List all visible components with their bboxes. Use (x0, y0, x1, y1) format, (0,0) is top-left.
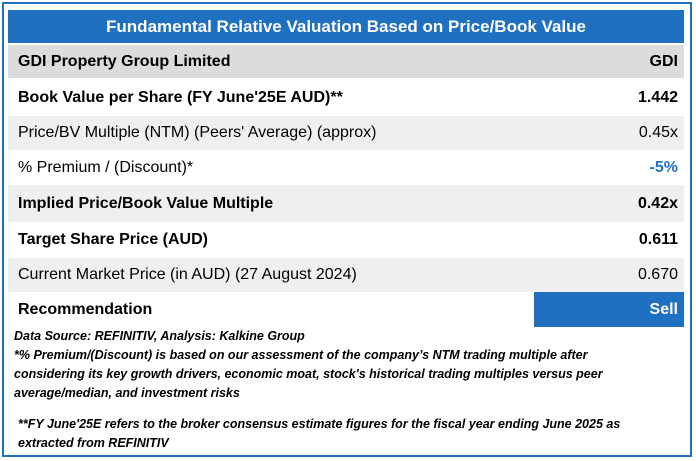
panel-title: Fundamental Relative Valuation Based on … (8, 10, 684, 43)
row-label: Implied Price/Book Value Multiple (18, 194, 274, 212)
company-header-row: GDI Property Group Limited GDI (8, 45, 684, 78)
row-value: 0.670 (637, 266, 678, 283)
row-premium-discount: % Premium / (Discount)* -5% (8, 150, 684, 185)
row-label: Book Value per Share (FY June'25E AUD)** (18, 89, 343, 106)
row-value: 1.442 (637, 89, 678, 106)
row-current-price: Current Market Price (in AUD) (27 August… (8, 258, 684, 292)
footnote-line: *% Premium/(Discount) is based on our as… (14, 348, 588, 362)
recommendation-badge: Sell (534, 292, 684, 327)
footnote-line: average/median, and investment risks (14, 386, 240, 400)
row-value: -5% (649, 158, 678, 176)
row-implied-multiple: Implied Price/Book Value Multiple 0.42x (8, 185, 684, 222)
row-label: Current Market Price (in AUD) (27 August… (18, 266, 357, 283)
row-label: Target Share Price (AUD) (18, 231, 208, 248)
fy-footnote: **FY June'25E refers to the broker conse… (18, 415, 690, 453)
row-label: Price/BV Multiple (NTM) (Peers' Average)… (18, 124, 377, 141)
row-value: 0.42x (637, 194, 678, 212)
row-book-value: Book Value per Share (FY June'25E AUD)**… (8, 80, 684, 116)
row-value: 0.611 (638, 231, 678, 248)
row-target-price: Target Share Price (AUD) 0.611 (8, 222, 684, 258)
company-name: GDI Property Group Limited (18, 52, 231, 70)
row-label: % Premium / (Discount)* (18, 158, 194, 176)
footnote-line: **FY June'25E refers to the broker conse… (18, 417, 621, 431)
recommendation-value: Sell (649, 300, 678, 318)
company-ticker: GDI (649, 52, 678, 70)
recommendation-label: Recommendation (18, 300, 153, 318)
footnote-line: extracted from REFINITIV (18, 436, 169, 450)
footnote-line: considering its key growth drivers, econ… (14, 367, 603, 381)
row-recommendation: Recommendation Sell (8, 292, 684, 327)
row-value: 0.45x (638, 124, 678, 141)
row-peer-multiple: Price/BV Multiple (NTM) (Peers' Average)… (8, 116, 684, 150)
premium-footnote: *% Premium/(Discount) is based on our as… (14, 346, 686, 403)
data-source-note: Data Source: REFINITIV, Analysis: Kalkin… (14, 329, 305, 343)
